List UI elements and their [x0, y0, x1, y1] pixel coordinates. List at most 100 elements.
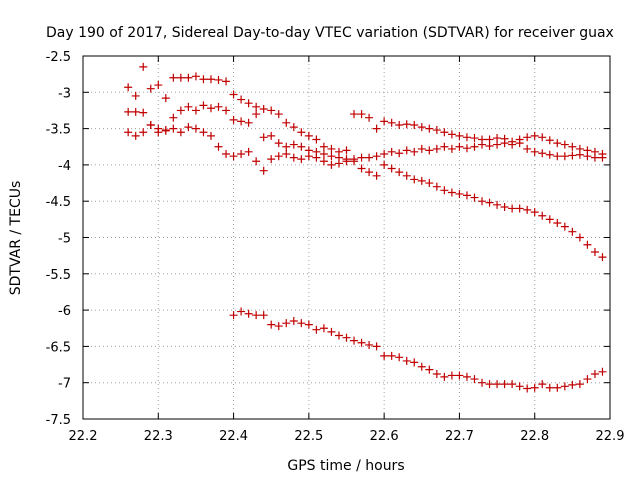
data-point — [319, 142, 328, 151]
data-point — [395, 120, 404, 129]
data-point — [500, 380, 509, 389]
x-tick-label: 22.6 — [370, 429, 399, 444]
data-point — [222, 150, 231, 159]
data-point — [199, 128, 208, 137]
y-axis-label: SDTVAR / TECUs — [8, 181, 24, 296]
data-point — [289, 140, 298, 149]
data-point — [304, 146, 313, 155]
data-point — [350, 110, 359, 119]
data-point — [319, 157, 328, 166]
data-point — [259, 311, 268, 320]
y-tick-label: -2.5 — [46, 50, 71, 65]
data-point — [237, 307, 246, 316]
data-points — [124, 62, 607, 393]
data-point — [417, 176, 426, 185]
data-point — [568, 227, 577, 236]
data-point — [259, 166, 268, 175]
y-tick-label: -6.5 — [46, 340, 71, 355]
data-point — [214, 142, 223, 151]
data-point — [161, 126, 170, 135]
data-point — [425, 365, 434, 374]
data-point — [440, 128, 449, 137]
data-point — [244, 147, 253, 156]
data-point — [124, 83, 133, 92]
data-point — [357, 153, 366, 162]
data-point — [478, 378, 487, 387]
data-point — [206, 131, 215, 140]
data-point — [319, 324, 328, 333]
data-point — [274, 139, 283, 148]
data-point — [402, 120, 411, 129]
x-tick-label: 22.2 — [69, 429, 98, 444]
data-point — [432, 126, 441, 135]
data-point — [312, 135, 321, 144]
data-point — [560, 140, 569, 149]
data-point — [470, 193, 479, 202]
data-point — [395, 168, 404, 177]
data-point — [206, 75, 215, 84]
data-point — [447, 130, 456, 139]
data-point — [252, 157, 261, 166]
y-tick-label: -6 — [58, 304, 71, 319]
data-point — [237, 150, 246, 159]
data-point — [440, 186, 449, 195]
data-point — [191, 106, 200, 115]
data-point — [425, 124, 434, 133]
data-point — [191, 124, 200, 133]
data-point — [560, 222, 569, 231]
data-point — [267, 106, 276, 115]
data-point — [485, 198, 494, 207]
chart-title: Day 190 of 2017, Sidereal Day-to-day VTE… — [46, 25, 614, 41]
data-point — [417, 144, 426, 153]
data-point — [515, 204, 524, 213]
data-point — [184, 102, 193, 111]
data-point — [124, 107, 133, 116]
data-point — [530, 131, 539, 140]
y-tick-label: -4.5 — [46, 195, 71, 210]
data-point — [237, 117, 246, 126]
plot-frame — [82, 55, 611, 420]
data-point — [252, 311, 261, 320]
data-point — [267, 155, 276, 164]
data-point — [229, 311, 238, 320]
data-point — [282, 142, 291, 151]
data-point — [297, 155, 306, 164]
data-point — [146, 120, 155, 129]
data-point — [530, 383, 539, 392]
data-point — [131, 107, 140, 116]
data-point — [380, 160, 389, 169]
data-point — [191, 72, 200, 81]
data-point — [410, 358, 419, 367]
data-point — [176, 73, 185, 82]
data-point — [387, 118, 396, 127]
data-point — [229, 152, 238, 161]
x-tick-label: 22.7 — [445, 429, 474, 444]
data-point — [334, 147, 343, 156]
x-tick-label: 22.5 — [294, 429, 323, 444]
data-point — [131, 91, 140, 100]
data-point — [252, 110, 261, 119]
data-point — [538, 211, 547, 220]
data-point — [327, 152, 336, 161]
data-point — [485, 380, 494, 389]
data-point — [493, 380, 502, 389]
y-tick-label: -7.5 — [46, 413, 71, 428]
data-point — [447, 188, 456, 197]
data-point — [402, 146, 411, 155]
data-point — [154, 128, 163, 137]
data-point — [139, 128, 148, 137]
data-point — [289, 316, 298, 325]
data-point — [289, 123, 298, 132]
data-point — [297, 319, 306, 328]
data-point — [387, 351, 396, 360]
data-point — [304, 131, 313, 140]
data-point — [500, 203, 509, 212]
data-point — [169, 113, 178, 122]
data-point — [334, 331, 343, 340]
data-point — [395, 149, 404, 158]
data-point — [410, 120, 419, 129]
data-point — [237, 95, 246, 104]
data-point — [357, 338, 366, 347]
data-point — [372, 342, 381, 351]
data-point — [161, 94, 170, 103]
